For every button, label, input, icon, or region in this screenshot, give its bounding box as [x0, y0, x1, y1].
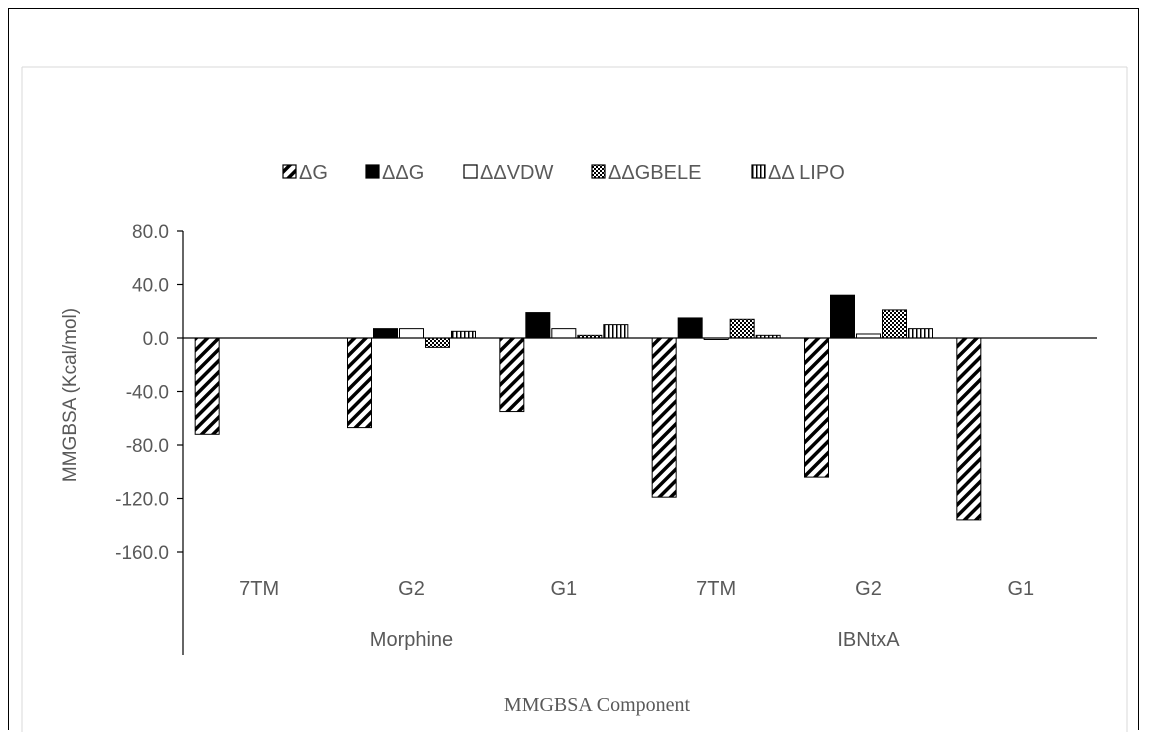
bar-ΔΔVDW	[856, 333, 881, 339]
bar-ΔG	[499, 337, 525, 413]
y-tick-label: -80.0	[126, 436, 169, 457]
y-tick-label: 0.0	[143, 329, 169, 350]
bar-ΔΔGBELE	[729, 318, 755, 339]
bar-ΔG	[651, 337, 677, 498]
y-tick-label: 40.0	[132, 276, 169, 297]
bar-ΔG	[194, 337, 220, 435]
legend-label: ΔΔ LIPO	[768, 162, 845, 184]
y-axis-label: MMGBSA (Kcal/mol)	[60, 308, 81, 482]
legend-label: ΔG	[299, 162, 328, 184]
legend-swatch	[463, 164, 478, 179]
y-tick-label: -120.0	[115, 490, 169, 511]
bar-ΔΔG	[525, 312, 551, 339]
legend-label: ΔΔGBELE	[608, 162, 701, 184]
group-label: IBNtxA	[837, 629, 900, 651]
bar-ΔG	[804, 337, 829, 478]
bar-ΔΔGBELE	[425, 337, 450, 348]
legend-swatch	[751, 164, 766, 179]
legend-label: ΔΔVDW	[480, 162, 554, 184]
bar-ΔΔG	[830, 294, 855, 339]
y-tick-label: 80.0	[132, 222, 169, 243]
bar-ΔΔVDW	[399, 328, 424, 339]
bar-ΔΔVDW	[551, 328, 577, 339]
bar-ΔΔG	[373, 328, 398, 339]
legend-swatch	[591, 164, 606, 179]
legend-label: ΔΔG	[382, 162, 424, 184]
x-tick-label: G1	[1007, 578, 1034, 600]
bar-ΔG	[347, 337, 372, 429]
x-axis-label: MMGBSA Component	[504, 694, 691, 716]
x-tick-label: G1	[550, 578, 577, 600]
bar-ΔΔ LIPO	[908, 328, 933, 339]
x-tick-label: G2	[398, 578, 425, 600]
bars	[194, 294, 982, 521]
x-tick-label: 7TM	[696, 578, 736, 600]
bar-ΔΔG	[677, 317, 703, 339]
y-tick-label: -160.0	[115, 543, 169, 564]
group-label: Morphine	[370, 629, 453, 651]
x-tick-label: 7TM	[239, 578, 279, 600]
figure-frame	[8, 8, 1139, 730]
x-tick-label: G2	[855, 578, 882, 600]
y-tick-label: -40.0	[126, 383, 169, 404]
y-axis: 80.0 40.0 0.0 -40.0 -80.0 -120.0 -160.0	[115, 222, 184, 655]
legend: ΔG ΔΔG ΔΔVDW ΔΔGBELE ΔΔ LIPO	[282, 162, 845, 184]
bar-ΔΔ LIPO	[451, 330, 476, 339]
x-axis: 7TM G2 G1 7TM G2 G1 Morphine IBNtxA	[183, 337, 1097, 651]
legend-swatch	[365, 164, 380, 179]
bar-ΔΔ LIPO	[603, 324, 629, 339]
bar-ΔΔGBELE	[882, 309, 907, 339]
legend-swatch	[282, 164, 297, 179]
bar-ΔG	[956, 337, 982, 521]
